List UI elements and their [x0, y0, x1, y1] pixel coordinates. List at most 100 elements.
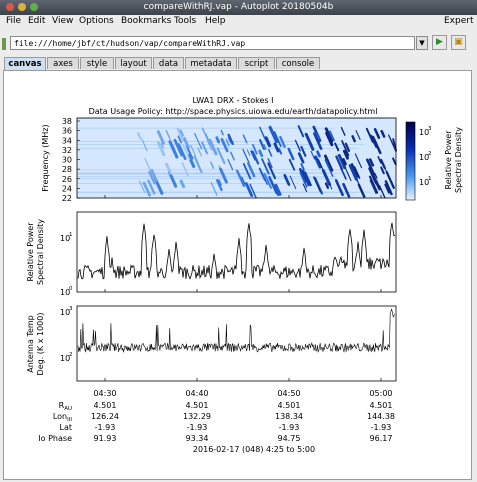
spectrogram-burst	[302, 183, 308, 193]
spectrogram-ytick: 22	[62, 194, 72, 203]
spectrogram-band	[77, 183, 300, 184]
go-button[interactable]: ▶	[432, 35, 447, 50]
spectrogram-burst	[268, 125, 279, 144]
spectrogram-burst	[150, 168, 158, 182]
menu-bookmarks[interactable]: Bookmarks	[121, 16, 172, 26]
lat-value: -1.93	[187, 423, 208, 432]
spectrogram-burst	[183, 138, 189, 149]
row-label-lon: LonIII	[53, 412, 73, 423]
minimize-window-icon[interactable]	[18, 3, 26, 11]
spectrogram-burst	[341, 158, 347, 166]
url-dropdown-button[interactable]: ▼	[416, 36, 428, 50]
spectrogram-burst	[251, 150, 260, 165]
spectrogram-burst	[144, 157, 152, 174]
spectrogram-burst	[230, 151, 235, 161]
tab-layout[interactable]: layout	[115, 57, 152, 69]
spectrogram-ytick: 34	[62, 136, 72, 145]
spectrogram-burst	[217, 179, 222, 186]
xtick-0440: 04:40	[185, 389, 208, 398]
tab-data[interactable]: data	[153, 57, 184, 69]
spectrogram-burst	[384, 183, 390, 194]
spectrogram-burst	[225, 138, 230, 147]
spectrogram-burst	[353, 166, 361, 179]
spectrogram-burst	[324, 182, 330, 189]
xtick-0500: 05:00	[369, 389, 392, 398]
spectrogram-burst	[369, 180, 377, 195]
spectrogram-burst	[355, 130, 361, 141]
title-bar: compareWithRJ.vap - Autoplot 20180504b	[0, 0, 477, 15]
ephemeris-table: RAU LonIII Lat Io Phase 4.501 4.501 4.50…	[38, 401, 395, 454]
menu-options[interactable]: Options	[79, 16, 114, 26]
spectrogram-burst	[316, 150, 321, 158]
tab-canvas[interactable]: canvas	[4, 57, 46, 70]
spectrogram-band	[77, 178, 338, 180]
spectrogram-ytick: 28	[62, 165, 72, 174]
colorbar-label-1: Relative Power	[444, 130, 453, 190]
spectrogram-burst	[340, 126, 346, 136]
plot-canvas[interactable]: LWA1 DRX - Stokes I Data Usage Policy: h…	[3, 70, 472, 480]
spectrogram-burst	[178, 129, 184, 137]
menu-expert[interactable]: Expert	[444, 16, 474, 26]
spectrogram-burst	[283, 174, 291, 186]
tab-metadata[interactable]: metadata	[185, 57, 237, 69]
spectrogram-burst	[273, 142, 280, 153]
spectrogram-ylabel: Frequency (MHz)	[41, 124, 50, 191]
spectrogram-burst	[344, 167, 352, 182]
spectrogram-burst	[173, 138, 184, 157]
spectrogram-burst	[249, 183, 257, 199]
io-phase-value: 91.93	[94, 434, 117, 443]
spectrogram-burst	[142, 181, 152, 197]
io-phase-value: 96.17	[370, 434, 393, 443]
date-range-label: 2016-02-17 (048) 4:25 to 5:00	[193, 445, 315, 454]
address-bar: file:///home/jbf/ct/hudson/vap/compareWi…	[0, 33, 477, 55]
tab-axes[interactable]: axes	[47, 57, 79, 69]
close-window-icon[interactable]	[6, 3, 14, 11]
url-input[interactable]: file:///home/jbf/ct/hudson/vap/compareWi…	[10, 36, 415, 50]
spectrogram-burst	[313, 176, 322, 193]
tab-style[interactable]: style	[80, 57, 114, 69]
tab-console[interactable]: console	[276, 57, 320, 69]
menu-file[interactable]: File	[6, 16, 22, 26]
spectrogram-burst	[235, 169, 246, 188]
spectrogram-burst	[165, 162, 173, 175]
spectrogram-band	[77, 169, 343, 171]
menu-help[interactable]: Help	[205, 16, 226, 26]
spectrogram-burst	[168, 140, 179, 159]
spectrogram-band	[77, 127, 334, 129]
lon-value: 144.38	[367, 412, 395, 421]
spectrogram-burst	[351, 163, 359, 178]
spectrogram-burst	[264, 136, 272, 148]
spectrogram-burst	[377, 156, 382, 164]
spectrogram-burst	[373, 128, 381, 139]
spectrogram-burst	[365, 127, 374, 143]
spectrogram-burst	[337, 153, 347, 170]
row-label-lat: Lat	[60, 423, 73, 432]
window-title: compareWithRJ.vap - Autoplot 20180504b	[143, 2, 334, 12]
colorbar	[405, 121, 416, 201]
maximize-window-icon[interactable]	[30, 3, 38, 11]
spectrogram-burst	[177, 143, 187, 160]
spectrogram-burst	[380, 129, 386, 138]
colorbar-tick-exp-3: 3	[428, 126, 432, 132]
spectrogram-burst	[208, 138, 218, 156]
colorbar-tick-exp-2: 2	[428, 151, 432, 157]
spectrogram-burst	[260, 171, 266, 181]
menu-bar: File Edit View Options Bookmarks Tools H…	[0, 15, 477, 29]
spectrogram-burst	[375, 180, 380, 187]
tab-script[interactable]: script	[238, 57, 275, 69]
spectrogram-burst	[176, 127, 185, 142]
spectrogram-burst	[323, 154, 334, 172]
row-label-r: RAU	[59, 401, 72, 412]
spectrogram-ytick: 36	[62, 127, 72, 136]
xtick-0450: 04:50	[277, 389, 300, 398]
open-file-button[interactable]: ▣	[451, 35, 466, 50]
spectrogram-burst	[141, 138, 148, 152]
spectrogram-ytick: 30	[62, 156, 72, 165]
lat-value: -1.93	[95, 423, 116, 432]
menu-edit[interactable]: Edit	[28, 16, 46, 26]
power-ytick-10: 10	[60, 234, 70, 243]
spectrogram-burst	[294, 139, 301, 152]
menu-tools[interactable]: Tools	[174, 16, 197, 26]
spectrogram-burst	[183, 137, 190, 149]
menu-view[interactable]: View	[52, 16, 74, 26]
